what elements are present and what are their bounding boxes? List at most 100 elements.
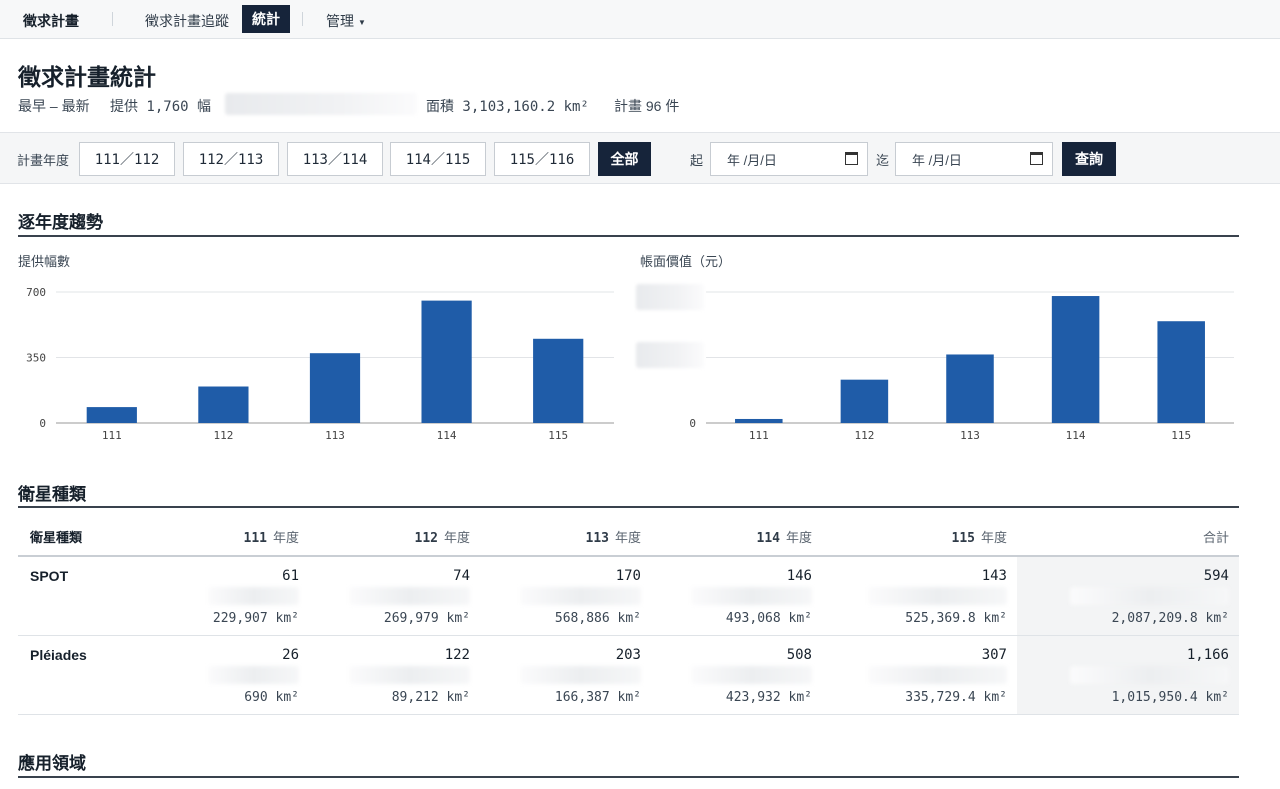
col-header-year: 111 年度 (178, 517, 309, 557)
scene-count: 170 (615, 568, 641, 584)
redacted-value (520, 587, 641, 605)
satellite-table: 衛星種類 111 年度 112 年度 113 年度 114 年度 115 年度 合計 SP… (18, 517, 1239, 715)
nav-link-tracking[interactable]: 徵求計畫追蹤 (145, 13, 229, 29)
y-tick-label: 0 (689, 417, 696, 430)
year-cell: 508 423,932 km² (651, 635, 822, 715)
bar-113[interactable] (946, 354, 994, 423)
area-value: 423,932 km² (725, 690, 812, 705)
x-tick-label: 111 (749, 429, 769, 442)
nav-admin-label: 管理 (326, 13, 354, 29)
scene-count: 143 (981, 568, 1007, 584)
bar-113[interactable] (309, 353, 361, 423)
area-value: 1,015,950.4 km² (1111, 690, 1229, 705)
scene-count: 122 (444, 647, 470, 663)
year-button-112[interactable]: 112／113 (183, 142, 279, 176)
to-label: 迄 (876, 153, 890, 168)
year-cell: 122 89,212 km² (309, 635, 480, 715)
redacted-value (1070, 587, 1229, 605)
nav-link-admin[interactable]: 管理 ▼ (326, 11, 366, 31)
scene-count: 594 (1203, 568, 1229, 584)
scene-count: 61 (282, 568, 299, 584)
area-value: 525,369.8 km² (905, 611, 1007, 626)
area-value: 493,068 km² (725, 611, 812, 626)
chart-book-value: 0 111 112 113 114 115 (689, 291, 1234, 442)
year-button-113[interactable]: 113／114 (287, 142, 383, 176)
bar-112[interactable] (198, 386, 249, 423)
year-filter-label: 計畫年度 (17, 153, 70, 168)
y-tick-label: 700 (26, 286, 46, 299)
year-suffix: 年度 (272, 529, 299, 545)
redacted-value (520, 666, 641, 684)
chart-supply-count: 0 350 700 111 112 113 114 115 (26, 286, 614, 442)
year-button-114[interactable]: 114／115 (390, 142, 486, 176)
year-number: 114 (756, 530, 780, 546)
redacted-value (868, 587, 1007, 605)
year-cell: 146 493,068 km² (651, 556, 822, 636)
area-value: 89,212 km² (391, 690, 470, 705)
area-value: 269,979 km² (383, 611, 470, 626)
bar-114[interactable] (1051, 296, 1100, 423)
year-cell: 26 690 km² (178, 635, 309, 715)
col-header-year: 115 年度 (822, 517, 1017, 557)
area-value: 229,907 km² (212, 611, 299, 626)
x-tick-label: 114 (437, 429, 457, 442)
year-cell: 307 335,729.4 km² (822, 635, 1017, 715)
calendar-icon[interactable] (1030, 152, 1043, 165)
redacted-value (868, 666, 1007, 684)
year-button-111[interactable]: 111／112 (79, 142, 175, 176)
year-suffix: 年度 (980, 529, 1007, 545)
x-tick-label: 113 (325, 429, 345, 442)
chart-title-value: 帳面價值（元） (640, 254, 732, 269)
bar-111[interactable] (86, 407, 137, 423)
bar-114[interactable] (421, 300, 472, 423)
col-header-year: 112 年度 (309, 517, 480, 557)
nav-link-statistics[interactable]: 統計 (242, 5, 290, 33)
page-title: 徵求計畫統計 (18, 64, 156, 90)
bar-115[interactable] (533, 338, 584, 423)
query-button[interactable]: 查詢 (1062, 142, 1116, 176)
from-date-input[interactable]: 年 /月/日 (710, 142, 868, 176)
scene-count: 307 (981, 647, 1007, 663)
redacted-value (208, 666, 299, 684)
x-tick-label: 114 (1066, 429, 1086, 442)
scene-count: 146 (786, 568, 812, 584)
filter-bar: 計畫年度 111／112 112／113 113／114 114／115 115… (0, 132, 1280, 184)
nav-divider (302, 12, 303, 26)
satellite-name: SPOT (18, 556, 178, 636)
supply-count: 提供 1,760 幅 (110, 99, 212, 115)
table-row: Pléiades 26 690 km² 122 89,212 km² 203 166,387… (18, 635, 1239, 715)
caret-down-icon: ▼ (358, 17, 366, 27)
section-title-satellite: 衛星種類 (18, 485, 86, 504)
total-cell: 594 2,087,209.8 km² (1017, 556, 1239, 636)
year-cell: 143 525,369.8 km² (822, 556, 1017, 636)
scene-count: 203 (615, 647, 641, 663)
date-range-text: 最早 – 最新 (18, 98, 90, 114)
satellite-name: Pléiades (18, 635, 178, 715)
bar-112[interactable] (840, 379, 889, 423)
calendar-icon[interactable] (845, 152, 858, 165)
year-cell: 61 229,907 km² (178, 556, 309, 636)
to-date-input[interactable]: 年 /月/日 (895, 142, 1053, 176)
section-rule (18, 776, 1239, 778)
year-cell: 170 568,886 km² (480, 556, 651, 636)
scene-count: 74 (453, 568, 470, 584)
all-years-button[interactable]: 全部 (598, 142, 651, 176)
bar-111[interactable] (735, 418, 783, 423)
y-tick-label: 350 (26, 352, 46, 365)
from-label: 起 (690, 153, 704, 168)
area-value: 2,087,209.8 km² (1111, 611, 1229, 626)
total-cell: 1,166 1,015,950.4 km² (1017, 635, 1239, 715)
chart-title-supply: 提供幅數 (18, 254, 71, 269)
brand-link[interactable]: 徵求計畫 (23, 13, 79, 29)
year-button-115[interactable]: 115／116 (494, 142, 590, 176)
scene-count: 508 (786, 647, 812, 663)
bar-115[interactable] (1157, 321, 1205, 423)
section-rule (18, 506, 1239, 508)
redacted-value (208, 587, 299, 605)
redacted-value (349, 587, 470, 605)
area-value: 568,886 km² (554, 611, 641, 626)
section-title-trend: 逐年度趨勢 (18, 213, 103, 232)
x-tick-label: 113 (960, 429, 980, 442)
year-number: 113 (585, 530, 609, 546)
year-suffix: 年度 (443, 529, 470, 545)
